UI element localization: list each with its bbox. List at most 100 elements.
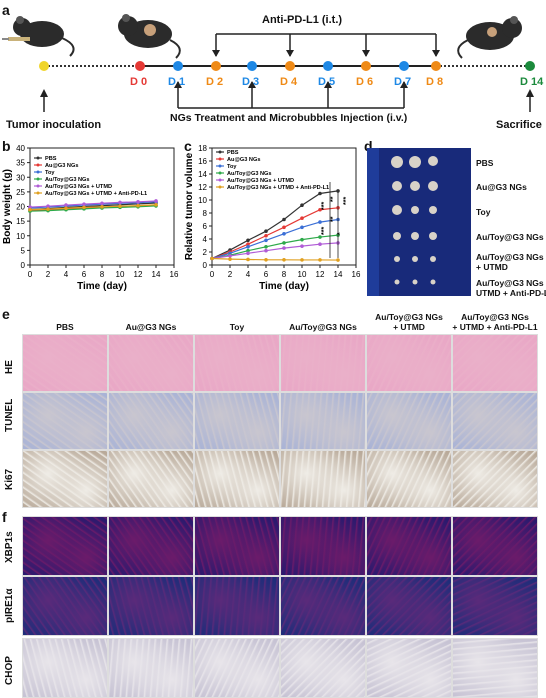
legend-marker xyxy=(218,150,222,154)
day-label: D 4 xyxy=(280,76,298,88)
x-tick-label: 16 xyxy=(170,270,179,279)
row-label: pIRE1α xyxy=(4,588,15,624)
histology-image xyxy=(366,392,452,450)
data-point xyxy=(210,256,214,261)
y-tick-label: 30 xyxy=(16,173,25,182)
data-point xyxy=(318,191,322,196)
data-point xyxy=(336,258,340,262)
legend-marker xyxy=(36,184,40,188)
x-tick-label: 4 xyxy=(64,270,69,279)
legend-label: Au/Toy@G3 NGs + UTMD + Anti-PD-L1 xyxy=(45,191,147,197)
y-tick-label: 18 xyxy=(198,144,207,153)
legend-label: PBS xyxy=(227,150,239,156)
y-tick-label: 10 xyxy=(16,232,25,241)
panel-c-letter: c xyxy=(184,138,192,154)
histology-image xyxy=(366,516,452,576)
data-point xyxy=(154,199,158,203)
data-point xyxy=(300,258,304,262)
series-line xyxy=(29,204,157,211)
legend-marker xyxy=(218,171,222,175)
data-point xyxy=(282,225,286,230)
data-point xyxy=(228,257,232,261)
histology-image xyxy=(452,516,538,576)
series-line xyxy=(29,202,157,211)
histology-image xyxy=(366,334,452,392)
data-point xyxy=(318,242,322,246)
data-point xyxy=(136,203,140,208)
column-label: Au/Toy@G3 NGs xyxy=(289,322,357,332)
legend-marker xyxy=(218,185,222,189)
data-point xyxy=(264,258,268,262)
histology-image xyxy=(194,516,280,576)
histology-image xyxy=(108,334,194,392)
histology-image xyxy=(22,392,108,450)
body-weight-chart: 0 2 4 6 8 10 12 14 16 0 5 10 15 20 25 30 35 40 Time (day) B… xyxy=(2,144,179,292)
series-line xyxy=(211,257,339,261)
data-point xyxy=(264,245,268,249)
histology-image xyxy=(452,334,538,392)
histology-image xyxy=(108,392,194,450)
significance-marker: ** xyxy=(330,196,337,202)
y-tick-label: 20 xyxy=(16,203,25,212)
y-tick-label: 12 xyxy=(198,183,207,192)
x-tick-label: 8 xyxy=(100,270,105,279)
column-label: Toy xyxy=(229,322,245,332)
day-label: D 14 xyxy=(520,76,544,88)
tumor-group-label: Au/Toy@G3 NGs xyxy=(476,232,544,242)
histology-image xyxy=(452,450,538,508)
day-label: D 7 xyxy=(394,76,412,88)
data-point xyxy=(264,238,268,243)
column-label: PBS xyxy=(56,322,74,332)
day-label: D 2 xyxy=(206,76,224,88)
series-line xyxy=(211,218,339,260)
legend-marker xyxy=(218,157,222,161)
x-tick-label: 0 xyxy=(28,270,33,279)
significance-marker: *** xyxy=(343,197,350,205)
data-point xyxy=(318,207,322,212)
tumor-photo xyxy=(367,148,471,296)
x-tick-label: 12 xyxy=(316,270,325,279)
legend-label: Au@G3 NGs xyxy=(45,163,78,169)
data-point xyxy=(64,203,68,207)
data-point xyxy=(28,207,32,212)
column-label: Au/Toy@G3 NGs + UTMD + Anti-PD-L1 xyxy=(452,312,538,332)
legend-label: Au/Toy@G3 NGs + UTMD xyxy=(227,178,294,184)
x-tick-label: 4 xyxy=(246,270,251,279)
data-point xyxy=(82,202,86,206)
data-point xyxy=(246,257,250,262)
x-tick-label: 2 xyxy=(46,270,51,279)
data-point xyxy=(46,207,50,211)
data-point xyxy=(82,205,86,210)
data-point xyxy=(318,235,322,239)
x-tick-label: 14 xyxy=(152,270,161,279)
x-tick-label: 6 xyxy=(264,270,269,279)
x-tick-label: 0 xyxy=(210,270,215,279)
x-tick-label: 10 xyxy=(298,270,307,279)
data-point xyxy=(100,204,104,209)
data-point xyxy=(246,251,250,256)
histology-image xyxy=(22,638,108,698)
data-point xyxy=(282,241,286,245)
series-line xyxy=(211,234,339,260)
data-point xyxy=(264,233,268,238)
histology-image xyxy=(280,576,366,636)
y-tick-label: 5 xyxy=(21,246,26,255)
column-label: Au@G3 NGs xyxy=(125,322,177,332)
panel-f-letter: f xyxy=(2,509,7,525)
data-point xyxy=(300,244,304,248)
data-point xyxy=(318,220,322,224)
histology-image xyxy=(194,450,280,508)
legend-marker xyxy=(218,164,222,168)
histology-image xyxy=(22,576,108,636)
row-label: HE xyxy=(4,360,15,374)
histology-image xyxy=(22,334,108,392)
data-point xyxy=(246,242,250,246)
y-tick-label: 14 xyxy=(198,170,207,179)
y-tick-label: 0 xyxy=(21,261,26,270)
histology-image xyxy=(452,392,538,450)
tumor-group-label: PBS xyxy=(476,158,494,168)
y-tick-label: 15 xyxy=(16,217,25,226)
legend-label: Au/Toy@G3 NGs xyxy=(227,171,272,177)
x-tick-label: 16 xyxy=(352,270,361,279)
data-point xyxy=(264,229,268,233)
